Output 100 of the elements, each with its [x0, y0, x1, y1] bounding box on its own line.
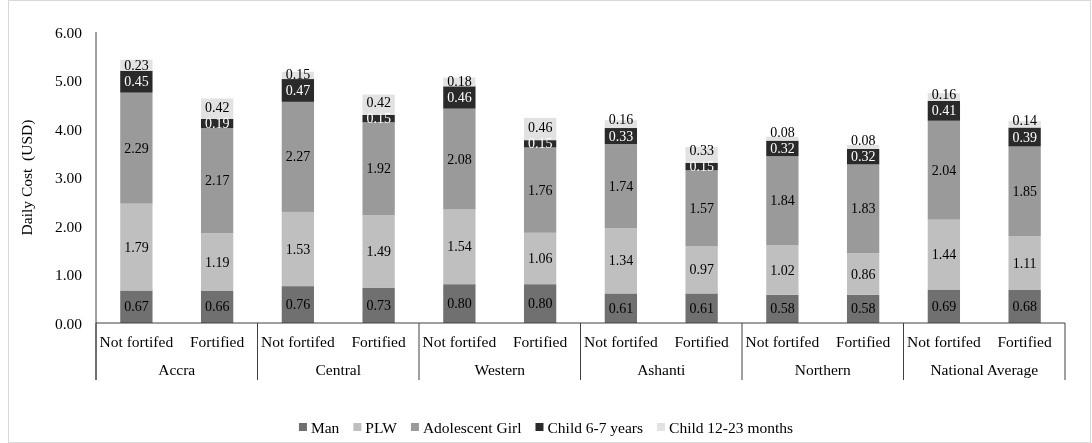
y-axis-title: Daily Cost (USD): [17, 119, 36, 236]
data-label: 1.11: [1012, 255, 1037, 271]
bar: [604, 228, 638, 294]
data-label: 0.58: [850, 301, 876, 317]
data-label: 1.44: [931, 247, 957, 263]
data-label: 2.17: [204, 173, 230, 189]
data-label: 1.02: [770, 262, 795, 278]
bar: [443, 108, 476, 210]
x-tick-label: Not fortifed: [261, 332, 335, 350]
bar: [523, 232, 557, 285]
data-label: 0.47: [285, 82, 311, 98]
x-tick-label: Fortified: [351, 332, 406, 350]
data-label: 1.83: [850, 201, 876, 217]
data-label: 0.80: [527, 296, 553, 312]
data-label: 0.14: [1012, 113, 1037, 129]
bar: [200, 128, 234, 234]
x-tick-label: Fortified: [997, 332, 1052, 350]
text: Ashanti: [637, 360, 687, 378]
data-label: 0.08: [850, 133, 876, 149]
data-label: 1.74: [608, 178, 634, 194]
data-label: 0.15: [285, 66, 311, 82]
x-tick-label: Not fortifed: [99, 332, 174, 350]
bar: [443, 209, 476, 285]
bar: [523, 147, 557, 233]
data-label: 0.46: [447, 89, 472, 105]
data-label: 1.34: [608, 253, 634, 269]
bar: [281, 211, 315, 287]
y-tick-label: 5.00: [54, 72, 83, 89]
bar: [362, 215, 395, 288]
data-label: 0.61: [689, 300, 714, 316]
data-label: 2.04: [931, 162, 957, 178]
bar: [200, 233, 234, 291]
text: Central: [315, 360, 362, 378]
data-label: 0.45: [124, 74, 149, 90]
data-label: 0.18: [447, 73, 472, 89]
data-label: 1.79: [124, 239, 149, 255]
bar: [604, 144, 638, 229]
bar: [281, 101, 315, 212]
bar: [766, 245, 799, 295]
y-tick-label: 2.00: [54, 217, 83, 235]
x-tick-label: Fortified: [836, 332, 891, 350]
bar: [685, 170, 718, 247]
data-label: 0.58: [770, 301, 795, 317]
data-label: 0.73: [366, 297, 391, 313]
data-label: 0.15: [366, 111, 391, 127]
data-label: 1.76: [527, 182, 553, 198]
x-tick-label: Fortified: [674, 332, 729, 350]
data-label: 1.19: [204, 254, 230, 270]
x-tick-label: Fortified: [190, 332, 245, 350]
bar: [846, 164, 880, 254]
data-label: 1.84: [770, 193, 795, 209]
legend-label: PLW: [365, 418, 398, 436]
data-label: 0.16: [931, 87, 957, 103]
data-label: 1.53: [285, 241, 311, 257]
data-label: 0.68: [1012, 299, 1037, 315]
data-label: 1.54: [447, 239, 472, 255]
bar: [685, 246, 718, 294]
x-tick-label: Not fortifed: [584, 332, 658, 350]
data-label: 2.08: [447, 151, 472, 167]
text: Western: [474, 360, 526, 378]
data-label: 2.29: [124, 140, 149, 156]
data-label: 0.15: [689, 159, 714, 175]
bar: [927, 219, 961, 290]
bar: [927, 120, 961, 220]
bar: [766, 136, 799, 141]
x-tick-label: Not fortifed: [745, 332, 820, 350]
data-label: 0.61: [608, 300, 634, 316]
bar: [766, 156, 799, 246]
data-label: 0.23: [124, 57, 149, 73]
data-label: 0.33: [689, 142, 714, 158]
data-label: 0.41: [931, 103, 957, 119]
legend-label: Adolescent Girl: [422, 418, 522, 436]
data-label: 1.85: [1012, 183, 1037, 199]
bar: [1008, 146, 1041, 237]
legend-label: Man: [310, 418, 340, 436]
y-tick-label: 4.00: [54, 120, 83, 138]
data-label: 0.46: [527, 120, 553, 136]
data-label: 0.42: [204, 99, 230, 115]
bar: [362, 122, 395, 216]
x-tick-label: Fortified: [513, 332, 568, 350]
data-label: 0.69: [931, 298, 957, 314]
data-label: 1.06: [527, 250, 553, 266]
x-tick-label: Not fortifed: [422, 332, 497, 350]
data-label: 2.27: [285, 149, 311, 165]
legend-label: Child 12-23 months: [669, 418, 794, 436]
data-label: 1.49: [366, 243, 391, 259]
data-label: 0.86: [850, 266, 876, 282]
data-label: 0.97: [689, 262, 714, 278]
data-label: 0.16: [608, 112, 634, 128]
data-label: 0.32: [770, 140, 795, 156]
data-label: 1.57: [689, 200, 714, 216]
bar: [120, 203, 153, 291]
data-label: 1.92: [366, 161, 391, 177]
bar: [846, 145, 880, 149]
data-label: 0.15: [527, 136, 553, 152]
data-label: 0.32: [850, 149, 876, 165]
data-label: 0.08: [770, 124, 795, 140]
data-label: 0.76: [285, 297, 311, 313]
legend-label: Child 6-7 years: [547, 418, 644, 436]
text: Northern: [794, 360, 851, 378]
